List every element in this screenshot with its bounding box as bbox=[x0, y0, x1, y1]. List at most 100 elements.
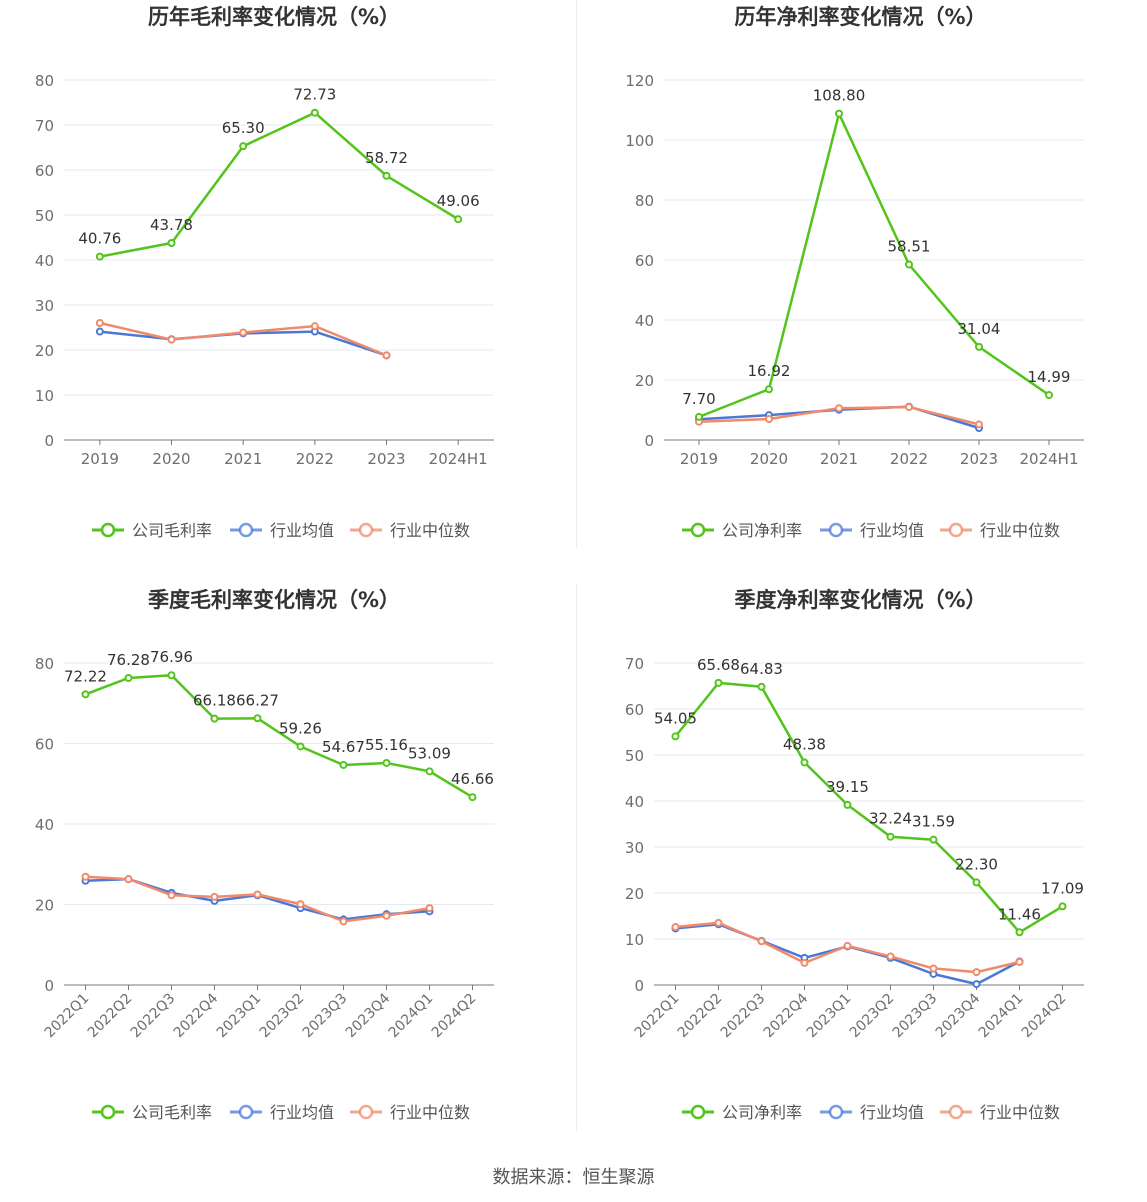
y-tick-label: 40 bbox=[35, 252, 54, 270]
legend-swatch-marker bbox=[828, 1104, 844, 1120]
x-tick-label: 2024Q1 bbox=[976, 991, 1027, 1042]
data-point-company bbox=[167, 238, 176, 247]
data-point-company bbox=[454, 215, 463, 224]
x-tick-label: 2022 bbox=[296, 450, 334, 468]
y-tick-label: 70 bbox=[35, 117, 54, 135]
legend-label: 公司毛利率 bbox=[132, 521, 212, 540]
y-tick-label: 120 bbox=[625, 72, 654, 90]
y-tick-label: 60 bbox=[35, 736, 54, 754]
data-point-industry_median bbox=[124, 875, 133, 884]
data-point-industry_median bbox=[714, 918, 723, 927]
y-tick-label: 80 bbox=[635, 192, 654, 210]
data-label: 65.68 bbox=[697, 656, 740, 674]
y-tick-label: 20 bbox=[35, 342, 54, 360]
data-point-industry_median bbox=[765, 415, 773, 423]
legend-swatch-marker bbox=[238, 522, 254, 538]
series-line-industry_avg bbox=[675, 923, 1021, 986]
x-tick-label: 2021 bbox=[820, 450, 858, 468]
data-label: 66.27 bbox=[236, 691, 279, 709]
legend-label: 公司毛利率 bbox=[132, 1103, 212, 1122]
x-tick-label: 2022Q3 bbox=[128, 991, 179, 1042]
y-tick-label: 70 bbox=[625, 655, 644, 673]
series-line-industry_median bbox=[99, 321, 387, 357]
x-tick-label: 2023 bbox=[960, 450, 998, 468]
legend-swatch-marker bbox=[948, 1104, 964, 1120]
data-label: 17.09 bbox=[1041, 879, 1084, 897]
data-point-company bbox=[843, 800, 852, 809]
data-point-company bbox=[905, 260, 913, 269]
x-tick-label: 2022Q3 bbox=[718, 991, 769, 1042]
y-tick-label: 50 bbox=[625, 747, 644, 765]
x-tick-label: 2023Q3 bbox=[300, 991, 351, 1042]
data-point-company bbox=[339, 760, 348, 769]
x-tick-label: 2023 bbox=[367, 450, 405, 468]
chart-quarterly-gross-margin: 季度毛利率变化情况（%）0204060802022Q12022Q22022Q32… bbox=[35, 588, 494, 1122]
data-point-industry_median bbox=[382, 911, 391, 920]
legend-label: 行业中位数 bbox=[980, 1103, 1060, 1122]
legend-label: 公司净利率 bbox=[722, 1103, 802, 1122]
legend-swatch-marker bbox=[690, 1104, 706, 1120]
x-tick-label: 2024H1 bbox=[429, 450, 488, 468]
data-label: 72.73 bbox=[293, 86, 336, 104]
data-point-company bbox=[81, 690, 90, 699]
y-tick-label: 50 bbox=[35, 207, 54, 225]
data-source-footer: 数据来源：恒生聚源 bbox=[492, 1167, 655, 1188]
data-label: 49.06 bbox=[437, 192, 480, 210]
y-tick-label: 20 bbox=[625, 885, 644, 903]
data-label: 58.72 bbox=[365, 149, 408, 167]
y-tick-label: 60 bbox=[35, 162, 54, 180]
data-label: 48.38 bbox=[783, 735, 826, 753]
y-tick-label: 10 bbox=[35, 387, 54, 405]
y-tick-label: 20 bbox=[35, 897, 54, 915]
data-point-industry_median bbox=[929, 964, 938, 973]
x-tick-label: 2019 bbox=[81, 450, 119, 468]
data-label: 39.15 bbox=[826, 778, 869, 796]
data-point-company bbox=[695, 412, 703, 421]
legend-label: 行业均值 bbox=[270, 521, 334, 540]
chart-annual-net-margin: 历年净利率变化情况（%） 0 20 40 60 80 100 120 2019 2020 2021 2… bbox=[625, 5, 1084, 540]
data-label: 32.24 bbox=[869, 810, 912, 828]
x-tick-label: 2023Q4 bbox=[933, 990, 984, 1041]
data-label: 55.16 bbox=[365, 736, 408, 754]
series-line-company bbox=[99, 111, 459, 258]
legend-label: 行业中位数 bbox=[390, 521, 470, 540]
y-tick-label: 30 bbox=[35, 297, 54, 315]
x-tick-label: 2022Q2 bbox=[85, 991, 136, 1042]
data-point-industry_median bbox=[95, 319, 104, 327]
vertical-divider-bottom bbox=[576, 583, 577, 1131]
data-point-industry_median bbox=[310, 322, 319, 331]
chart-title: 季度毛利率变化情况（%） bbox=[148, 588, 400, 612]
data-point-company bbox=[1058, 902, 1067, 911]
x-tick-label: 2021 bbox=[224, 450, 262, 468]
legend-swatch-marker bbox=[690, 522, 706, 538]
data-label: 65.30 bbox=[222, 119, 265, 137]
data-point-company bbox=[800, 758, 809, 767]
legend-swatch-marker bbox=[358, 1104, 374, 1120]
chart-title: 季度净利率变化情况（%） bbox=[734, 588, 986, 612]
x-tick-label: 2022Q4 bbox=[171, 990, 222, 1041]
data-point-industry_median bbox=[339, 917, 348, 926]
data-point-company bbox=[886, 832, 895, 841]
x-tick-label: 2024Q2 bbox=[1019, 991, 1070, 1042]
y-tick-label: 40 bbox=[35, 816, 54, 834]
series-line-company bbox=[674, 681, 1064, 934]
data-point-company bbox=[425, 767, 434, 776]
data-point-company bbox=[671, 732, 680, 741]
data-label: 76.96 bbox=[150, 648, 193, 666]
data-point-company bbox=[714, 678, 723, 687]
x-tick-label: 2020 bbox=[152, 450, 190, 468]
data-point-industry_median bbox=[843, 941, 852, 950]
data-label: 54.67 bbox=[322, 738, 365, 756]
x-tick-label: 2023Q2 bbox=[847, 991, 898, 1042]
data-point-company bbox=[296, 742, 305, 751]
legend-swatch-marker bbox=[948, 522, 964, 538]
data-point-company bbox=[95, 252, 104, 261]
data-point-company bbox=[382, 171, 391, 180]
y-tick-label: 0 bbox=[644, 432, 654, 450]
chart-quarterly-net-margin: 季度净利率变化情况（%）0102030405060702022Q12022Q22… bbox=[625, 588, 1084, 1122]
y-tick-label: 80 bbox=[35, 655, 54, 673]
x-tick-label: 2022Q2 bbox=[675, 991, 726, 1042]
data-label: 108.80 bbox=[813, 87, 866, 105]
y-tick-label: 80 bbox=[35, 72, 54, 90]
chart-title: 历年净利率变化情况（%） bbox=[734, 5, 986, 29]
